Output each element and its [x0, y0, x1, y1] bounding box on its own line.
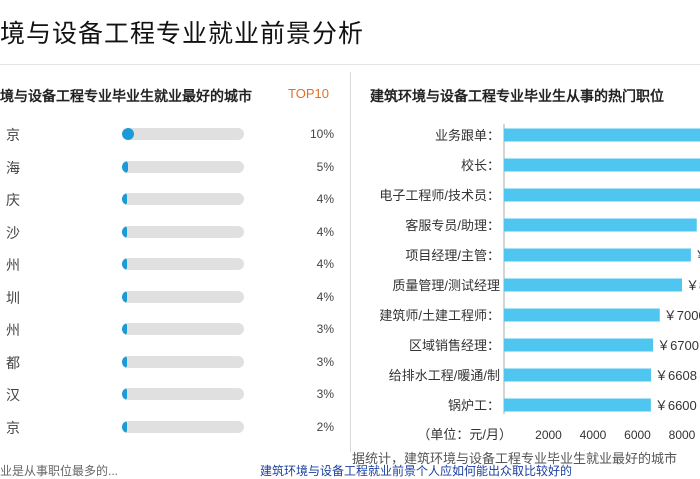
- salary-bar: [504, 248, 691, 262]
- city-name: 圳: [6, 289, 20, 306]
- city-percent-label: 3%: [316, 322, 334, 336]
- salary-value-label: ￥8400: [695, 248, 700, 263]
- city-percent-label: 10%: [309, 127, 334, 141]
- job-category-label: 客服专员/助理：: [405, 218, 500, 233]
- page-title: 境与设备工程专业就业前景分析: [0, 20, 365, 48]
- city-bar-track: [122, 225, 244, 238]
- city-row: 圳 4%: [0, 287, 345, 307]
- city-name: 京: [6, 419, 20, 436]
- city-name: 海: [6, 159, 20, 176]
- job-salary-title: 建筑环境与设备工程专业毕业生从事的热门职位: [370, 88, 664, 104]
- job-salary-panel: 建筑环境与设备工程专业毕业生从事的热门职位 业务跟单：￥17000校长：￥120…: [352, 72, 700, 452]
- city-row: 沙 4%: [0, 222, 345, 242]
- city-percent-label: 2%: [316, 419, 334, 434]
- x-tick-label: 2000: [535, 428, 562, 442]
- city-row: 京 10%: [0, 124, 345, 144]
- salary-bar: [504, 218, 697, 232]
- footer-text: 业是从事职位最多的...: [0, 464, 119, 478]
- city-bar-track: [122, 193, 244, 205]
- salary-bar: [504, 188, 700, 202]
- city-percent-label: 3%: [316, 354, 334, 369]
- city-row: 京 2%: [0, 417, 345, 437]
- job-salary-chart: 业务跟单：￥17000校长：￥12000电子工程师/技术员：￥11927客服专员…: [379, 124, 700, 442]
- city-name: 京: [6, 127, 20, 143]
- city-name: 州: [6, 257, 20, 273]
- city-bar-track: [122, 128, 244, 140]
- city-bar-track: [122, 160, 244, 173]
- city-percent-label: 4%: [316, 192, 334, 206]
- job-category-label: 给排水工程/暖通/制: [389, 368, 500, 383]
- x-tick-label: 8000: [669, 428, 696, 442]
- city-name: 庆: [6, 192, 20, 208]
- city-percent-label: 3%: [316, 387, 334, 401]
- salary-value-label: ￥6608: [655, 368, 697, 383]
- city-bar-track: [122, 388, 244, 400]
- panel-divider: [350, 72, 351, 452]
- title-divider: [0, 64, 700, 65]
- city-bar-track: [122, 323, 244, 335]
- city-percent-label: 5%: [316, 159, 334, 174]
- salary-bar: [504, 338, 654, 352]
- city-ranking-panel: 境与设备工程专业毕业生就业最好的城市 TOP10 京 10% 海 5% 庆 4% 沙 4% 州 4…: [0, 72, 345, 452]
- city-name: 沙: [6, 224, 20, 241]
- city-row: 州 4%: [0, 254, 345, 274]
- city-bar-track: [122, 355, 244, 368]
- job-category-label: 锅炉工：: [448, 398, 500, 413]
- x-axis-unit-label: （单位：元/月）: [417, 427, 512, 442]
- x-tick-label: 4000: [580, 428, 607, 442]
- salary-bar: [504, 368, 652, 382]
- salary-bar: [504, 398, 651, 412]
- city-row: 庆 4%: [0, 189, 345, 209]
- city-bar: [122, 128, 135, 140]
- job-category-label: 项目经理/主管：: [405, 248, 500, 263]
- salary-bar: [504, 128, 700, 142]
- salary-bar: [504, 308, 660, 322]
- city-bar: [122, 323, 127, 335]
- salary-value-label: ￥7000: [664, 308, 700, 323]
- x-tick-label: 6000: [624, 428, 651, 442]
- salary-value-label: ￥8000: [686, 278, 700, 293]
- city-row: 都 3%: [0, 352, 345, 372]
- city-row: 海 5%: [0, 157, 345, 177]
- city-row: 州 3%: [0, 319, 345, 339]
- city-name: 都: [6, 354, 20, 371]
- city-row: 汉 3%: [0, 384, 345, 404]
- city-bar: [122, 290, 127, 303]
- city-bar: [122, 193, 127, 205]
- city-percent-label: 4%: [316, 289, 334, 304]
- city-bar-track: [122, 420, 244, 433]
- city-name: 州: [6, 322, 20, 338]
- city-bar: [122, 420, 127, 433]
- salary-value-label: ￥6700: [657, 338, 699, 353]
- city-bar-track: [122, 290, 244, 303]
- city-percent-label: 4%: [316, 257, 334, 271]
- salary-value-label: ￥6600: [655, 398, 697, 413]
- job-category-label: 质量管理/测试经理: [392, 278, 500, 293]
- job-category-label: 业务跟单：: [435, 128, 500, 143]
- top10-badge: TOP10: [288, 86, 329, 101]
- city-bar: [122, 225, 127, 238]
- city-name: 汉: [6, 387, 20, 403]
- job-category-label: 建筑师/土建工程师：: [379, 308, 500, 323]
- footer-note: 据统计，建筑环境与设备工程专业毕业生就业最好的城市: [352, 451, 678, 466]
- city-bar: [122, 388, 127, 400]
- footer-link[interactable]: 建筑环境与设备工程就业前景个人应如何能出众取比较好的: [260, 464, 573, 478]
- salary-bar: [504, 278, 682, 292]
- city-bar: [122, 258, 127, 270]
- city-percent-label: 4%: [316, 224, 334, 239]
- city-bar-track: [122, 258, 244, 270]
- city-ranking-title: 境与设备工程专业毕业生就业最好的城市: [0, 88, 252, 104]
- job-category-label: 电子工程师/技术员：: [379, 188, 500, 203]
- city-bar: [122, 355, 127, 368]
- salary-bar: [504, 158, 700, 172]
- job-category-label: 区域销售经理：: [409, 338, 500, 353]
- job-category-label: 校长：: [461, 158, 500, 173]
- city-bar: [122, 160, 129, 173]
